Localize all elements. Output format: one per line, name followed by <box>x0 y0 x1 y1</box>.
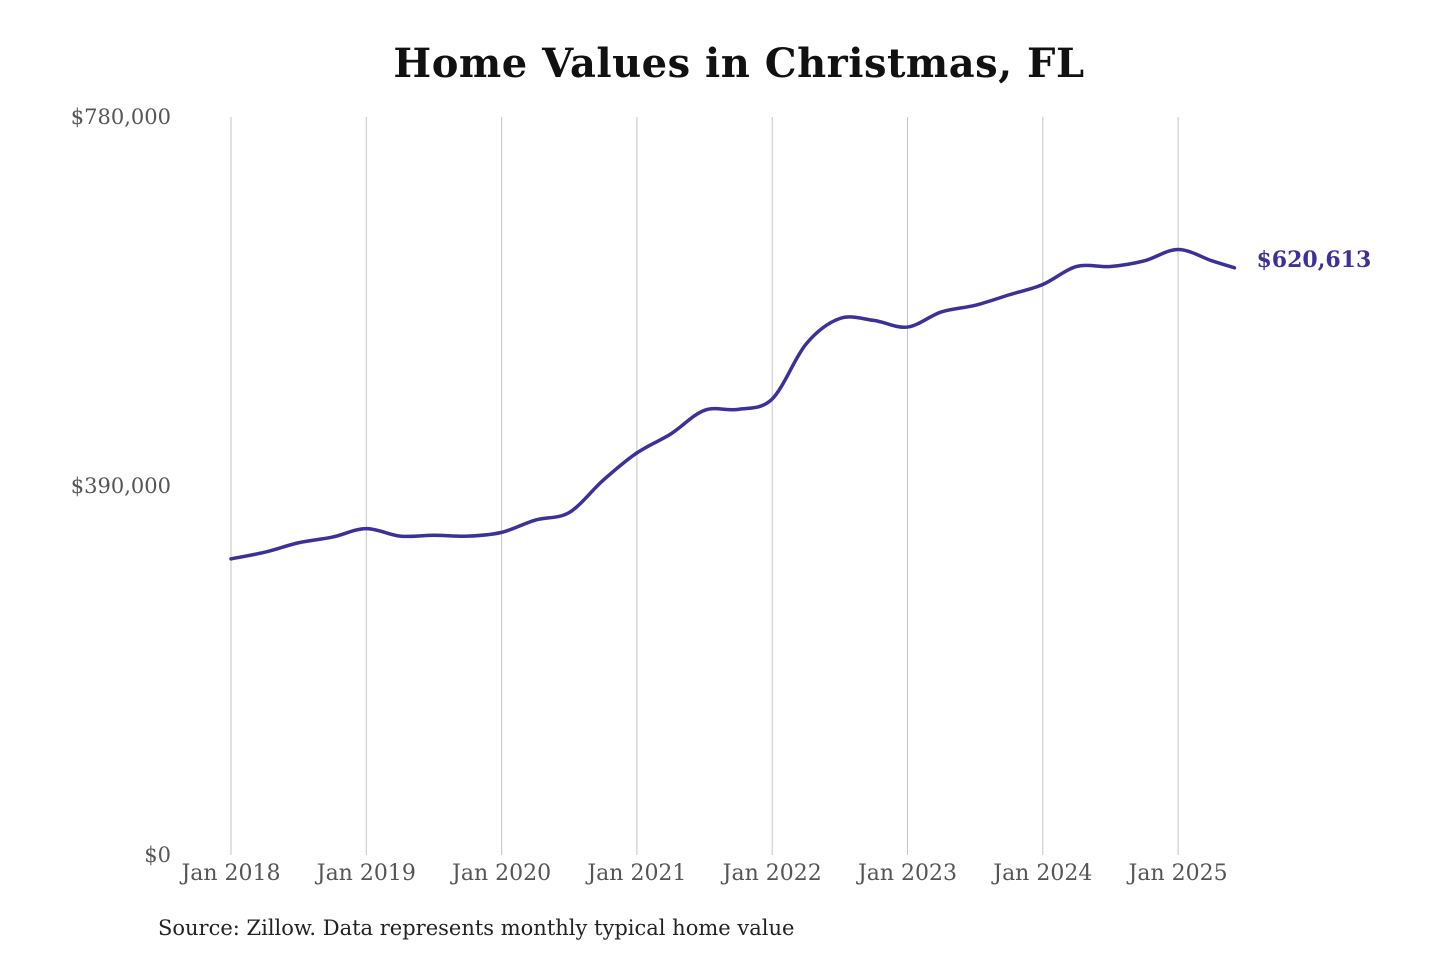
series-layer: $620,613 <box>229 247 1371 561</box>
x-tick-label: Jan 2024 <box>991 861 1092 886</box>
y-axis-ticks: $0 $390,000 $780,000 <box>71 105 171 867</box>
source-note: Source: Zillow. Data represents monthly … <box>158 916 795 940</box>
grid-lines <box>230 117 1179 855</box>
y-tick-label: $780,000 <box>71 105 171 129</box>
x-tick-label: Jan 2025 <box>1127 861 1228 886</box>
x-tick-label: Jan 2020 <box>450 861 551 886</box>
y-tick-label: $0 <box>144 843 171 867</box>
chart-title: Home Values in Christmas, FL <box>393 40 1085 87</box>
x-tick-label: Jan 2018 <box>179 861 280 886</box>
x-tick-label: Jan 2023 <box>856 861 957 886</box>
x-tick-label: Jan 2022 <box>721 861 822 886</box>
y-tick-label: $390,000 <box>71 474 171 498</box>
x-tick-label: Jan 2019 <box>315 861 416 886</box>
series-end-label: $620,613 <box>1256 247 1371 273</box>
series-line-0 <box>229 247 1237 561</box>
x-axis-ticks: Jan 2018 Jan 2019 Jan 2020 Jan 2021 Jan 2022… <box>179 861 1227 886</box>
x-tick-label: Jan 2021 <box>585 861 686 886</box>
